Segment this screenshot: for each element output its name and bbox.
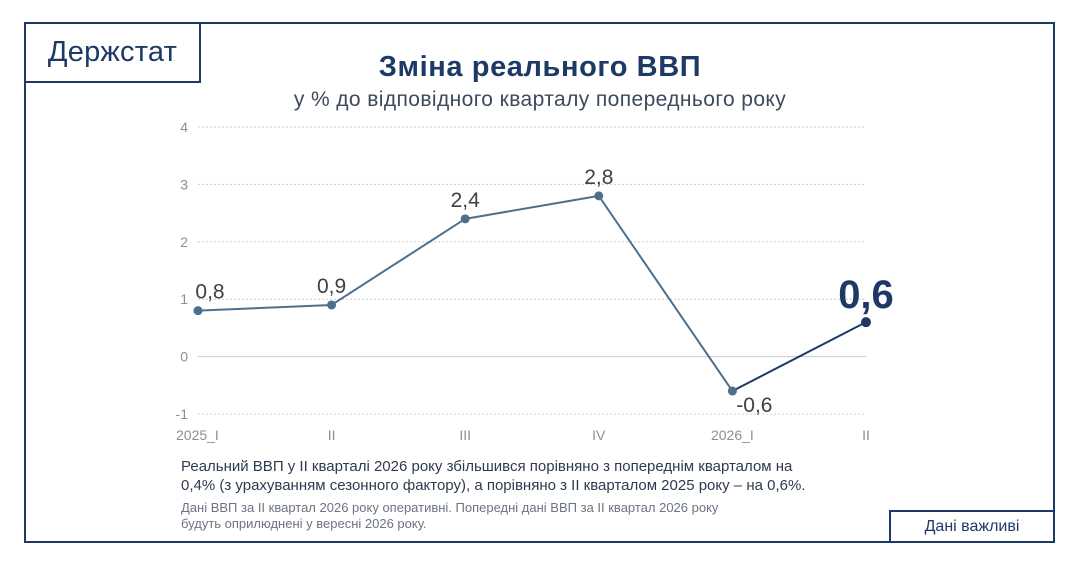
chart-title: Зміна реального ВВП <box>378 51 702 83</box>
x-tick-label: II <box>328 427 336 443</box>
logo-text: Держстат <box>47 36 178 68</box>
logo: Держстат <box>24 22 201 83</box>
data-label: 0,8 <box>195 281 224 304</box>
small-note-line-2: будуть оприлюднені у вересні 2026 року. <box>181 516 427 531</box>
small-note-line-1: Дані ВВП за II квартал 2026 року операти… <box>181 500 719 515</box>
y-tick-label: 2 <box>180 234 188 250</box>
main-note: Реальний ВВП у II кварталі 2026 року збі… <box>181 457 901 495</box>
data-label: 0,6 <box>838 273 894 317</box>
x-tick-label: 2025_I <box>176 427 219 443</box>
main-note-line-1: Реальний ВВП у II кварталі 2026 року збі… <box>181 458 793 475</box>
y-tick-label: 0 <box>180 349 188 365</box>
x-tick-label: II <box>862 427 870 443</box>
data-label: 2,4 <box>451 189 481 212</box>
data-point <box>861 317 871 328</box>
data-point <box>727 386 737 396</box>
x-tick-label: III <box>459 427 471 443</box>
x-tick-label: 2026_I <box>711 427 754 443</box>
main-note-line-2: 0,4% (з урахуванням сезонного фактору), … <box>181 477 806 494</box>
y-tick-label: 4 <box>180 119 188 135</box>
chart-subtitle: у % до відповідного кварталу попередньог… <box>293 88 787 111</box>
series-line-segment <box>331 217 466 306</box>
data-point <box>594 191 604 201</box>
data-point <box>327 300 337 310</box>
outer-frame <box>24 22 1055 543</box>
series-line-segment <box>597 195 734 392</box>
data-label: 2,8 <box>584 166 613 189</box>
x-tick-label: IV <box>592 427 606 443</box>
data-point <box>193 306 203 316</box>
small-note: Дані ВВП за II квартал 2026 року операти… <box>181 500 861 532</box>
y-tick-label: 1 <box>180 291 188 307</box>
y-tick-label: 3 <box>180 176 188 192</box>
data-label: -0,6 <box>736 394 772 417</box>
y-tick-label: -1 <box>176 406 189 422</box>
data-point <box>460 214 470 224</box>
important-data-badge: Дані важливі <box>889 510 1055 543</box>
series-line-segment <box>731 321 867 392</box>
series-line-segment <box>465 194 599 220</box>
data-label: 0,9 <box>317 275 346 298</box>
series-line-segment <box>197 303 332 312</box>
